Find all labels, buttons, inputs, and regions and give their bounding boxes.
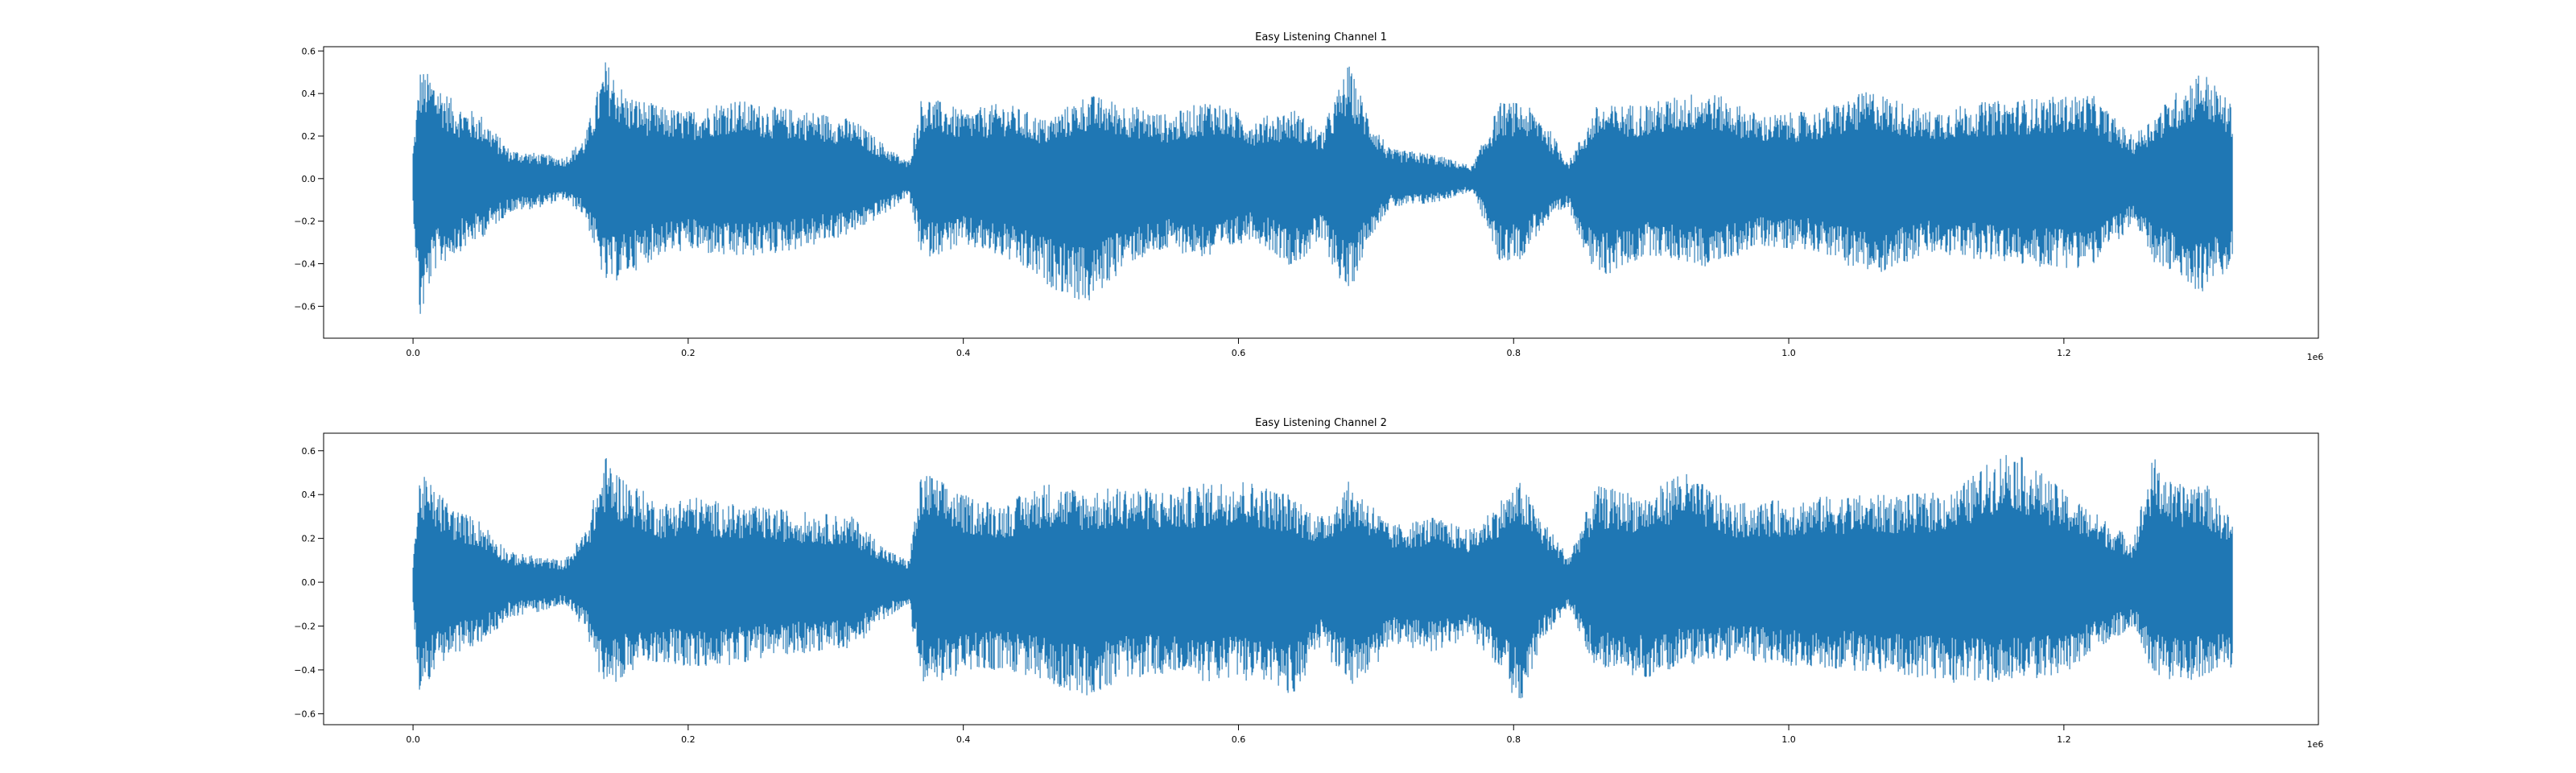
x-axis: 0.0 0.2 0.4 0.6 0.8 1.0 1.2 (406, 338, 2071, 358)
axes-frame (323, 432, 2319, 725)
y-tick-label: 0.6 (302, 446, 316, 457)
y-tick-label: −0.6 (294, 301, 316, 312)
y-tick-label: 0.0 (302, 174, 316, 184)
y-tick-label: −0.4 (294, 665, 316, 676)
waveform-series (412, 455, 2233, 699)
x-tick-label: 0.8 (1507, 348, 1521, 358)
y-tick-label: 0.0 (302, 577, 316, 588)
y-axis: −0.6 −0.4 −0.2 0.0 0.2 0.4 0.6 (294, 446, 324, 719)
x-offset-label: 1e6 (2307, 352, 2324, 362)
subplot-channel-1: Easy Listening Channel 1 0.0 0.2 0.4 0.6 0.8… (294, 31, 2323, 362)
x-tick-label: 0.0 (406, 348, 420, 358)
chart-title: Easy Listening Channel 1 (1255, 31, 1387, 43)
x-offset-label: 1e6 (2307, 739, 2324, 750)
y-tick-label: −0.6 (294, 709, 316, 719)
x-tick-label: 0.8 (1507, 734, 1521, 745)
y-tick-label: 0.2 (302, 131, 316, 142)
x-tick-label: 0.6 (1232, 348, 1246, 358)
y-tick-label: 0.2 (302, 534, 316, 544)
waveform-series (412, 62, 2233, 314)
x-tick-label: 0.2 (681, 734, 696, 745)
y-tick-label: −0.4 (294, 259, 316, 270)
y-tick-label: 0.6 (302, 46, 316, 56)
y-tick-label: 0.4 (302, 490, 316, 500)
x-tick-label: 0.2 (681, 348, 696, 358)
plot-area (412, 455, 2233, 699)
x-tick-label: 1.2 (2057, 734, 2071, 745)
y-tick-label: −0.2 (294, 217, 316, 227)
y-tick-label: 0.4 (302, 89, 316, 99)
x-tick-label: 1.0 (1781, 734, 1796, 745)
x-tick-label: 1.2 (2057, 348, 2071, 358)
x-tick-label: 0.4 (956, 734, 971, 745)
plot-area (412, 62, 2233, 314)
x-tick-label: 0.6 (1232, 734, 1246, 745)
y-tick-label: −0.2 (294, 622, 316, 632)
x-tick-label: 1.0 (1781, 348, 1796, 358)
x-tick-label: 0.4 (956, 348, 971, 358)
axes-frame (323, 46, 2319, 339)
y-axis: −0.6 −0.4 −0.2 0.0 0.2 0.4 0.6 (294, 46, 324, 312)
subplot-channel-2: Easy Listening Channel 2 0.0 0.2 0.4 0.6 0.8… (294, 417, 2323, 750)
x-tick-label: 0.0 (406, 734, 420, 745)
chart-title: Easy Listening Channel 2 (1255, 417, 1387, 429)
x-axis: 0.0 0.2 0.4 0.6 0.8 1.0 1.2 (406, 725, 2071, 745)
